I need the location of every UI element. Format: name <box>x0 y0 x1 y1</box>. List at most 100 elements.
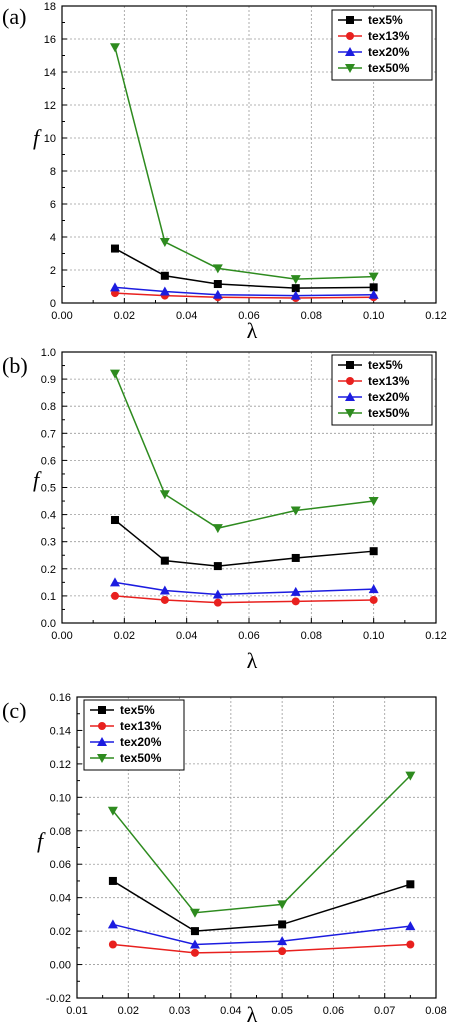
x-tick-label: 0.06 <box>238 630 259 642</box>
legend-label-tex5pct: tex5% <box>368 358 403 372</box>
series-line-tex5pct <box>114 519 374 567</box>
data-point-tex13pct <box>213 598 222 607</box>
legend-marker-tex50pct <box>345 64 355 73</box>
data-point-tex20pct <box>109 577 120 587</box>
y-tick-label: 0.2 <box>41 564 56 576</box>
y-tick-label: 0.12 <box>50 759 71 771</box>
y-tick-label: 0.16 <box>50 692 71 704</box>
y-tick-label: 0.0 <box>41 618 56 630</box>
x-tick-label: 0.02 <box>118 1005 139 1017</box>
y-tick-label: 0.00 <box>50 960 71 972</box>
data-point-tex5pct <box>213 562 222 571</box>
x-tick-label: 0.12 <box>425 630 446 642</box>
x-tick-label: 0.01 <box>66 1005 87 1017</box>
series-line-tex20pct <box>112 923 411 946</box>
legend-label-tex50pct: tex50% <box>120 751 162 765</box>
y-tick-label: 8 <box>50 166 56 178</box>
series-line-tex13pct <box>112 943 411 954</box>
y-tick-label: 0.10 <box>50 792 71 804</box>
series-line-tex5pct <box>112 880 411 932</box>
y-axis-label: f <box>33 125 42 150</box>
x-tick-label: 0.10 <box>363 310 384 322</box>
data-point-tex20pct <box>290 290 301 300</box>
data-point-tex50pct <box>405 771 416 781</box>
data-point-tex20pct <box>159 585 170 595</box>
y-tick-label: 0.04 <box>50 893 71 905</box>
legend-label-tex5pct: tex5% <box>368 13 403 27</box>
data-point-tex5pct <box>160 556 169 565</box>
x-axis-label: λ <box>247 648 258 673</box>
y-tick-label: -0.02 <box>46 993 71 1005</box>
legend-marker-tex50pct <box>97 754 107 763</box>
legend-marker-tex20pct <box>345 47 355 56</box>
data-point-tex5pct <box>369 283 378 292</box>
data-point-tex50pct <box>290 275 301 285</box>
data-point-tex20pct <box>368 289 379 299</box>
chart-panel-3: 0.01 0.02 0.03 0.04 0.05 0.06 0.07 0.08 -0.02 0.0… <box>2 692 447 1024</box>
data-point-tex50pct <box>368 497 379 507</box>
x-tick-label: 0.08 <box>301 630 322 642</box>
legend-label-tex20pct: tex20% <box>120 735 162 749</box>
y-axis-label: f <box>33 467 42 492</box>
y-tick-label: 0.4 <box>41 510 56 522</box>
y-tick-label: 0.8 <box>41 401 56 413</box>
x-tick-label: 0.00 <box>51 630 72 642</box>
y-tick-label: 0.5 <box>41 483 56 495</box>
x-axis-label: λ <box>247 318 258 343</box>
x-tick-label: 0.04 <box>176 630 197 642</box>
data-point-tex5pct <box>278 920 287 929</box>
data-point-tex13pct <box>369 595 378 604</box>
data-point-tex13pct <box>190 948 199 957</box>
data-point-tex5pct <box>190 927 199 936</box>
x-tick-label: 0.06 <box>238 310 259 322</box>
x-tick-label: 0.12 <box>425 310 446 322</box>
data-point-tex50pct <box>159 490 170 500</box>
y-tick-label: 16 <box>44 34 56 46</box>
data-point-tex20pct <box>290 586 301 596</box>
data-point-tex20pct <box>109 282 120 292</box>
series-line-tex20pct <box>114 581 374 596</box>
data-point-tex50pct <box>107 806 118 816</box>
y-tick-label: 10 <box>44 133 56 145</box>
data-point-tex50pct <box>109 43 120 53</box>
data-point-tex20pct <box>212 289 223 299</box>
data-point-tex5pct <box>108 876 117 885</box>
data-point-tex50pct <box>109 369 120 379</box>
legend-label-tex5pct: tex5% <box>120 703 155 717</box>
legend-marker-tex13pct <box>98 722 106 730</box>
legend-marker-tex20pct <box>97 737 107 746</box>
data-point-tex5pct <box>110 516 119 525</box>
data-point-tex50pct <box>159 237 170 247</box>
data-point-tex20pct <box>405 921 416 931</box>
x-tick-label: 0.04 <box>220 1005 241 1017</box>
data-point-tex50pct <box>290 506 301 516</box>
legend: tex5% tex13% tex20% tex50% <box>331 9 433 81</box>
data-point-tex5pct <box>160 271 169 280</box>
data-point-tex20pct <box>212 589 223 599</box>
y-tick-label: 4 <box>50 232 56 244</box>
x-tick-label: 0.08 <box>425 1005 446 1017</box>
data-point-tex50pct <box>277 900 288 910</box>
data-point-tex5pct <box>406 880 415 889</box>
series-line-tex5pct <box>114 247 374 289</box>
x-tick-label: 0.06 <box>323 1005 344 1017</box>
legend-label-tex50pct: tex50% <box>368 61 410 75</box>
x-tick-label: 0.07 <box>374 1005 395 1017</box>
legend-marker-tex50pct <box>345 409 355 418</box>
y-tick-label: 14 <box>44 67 56 79</box>
legend-marker-tex5pct <box>346 16 354 24</box>
x-axis-label: λ <box>247 1002 258 1024</box>
legend-marker-tex5pct <box>98 706 106 714</box>
data-point-tex5pct <box>110 244 119 253</box>
x-tick-label: 0.03 <box>169 1005 190 1017</box>
y-tick-label: 2 <box>50 265 56 277</box>
y-tick-label: 0.02 <box>50 926 71 938</box>
y-tick-label: 0.7 <box>41 428 56 440</box>
y-tick-label: 12 <box>44 100 56 112</box>
data-point-tex13pct <box>108 940 117 949</box>
x-tick-label: 0.02 <box>114 630 135 642</box>
data-point-tex13pct <box>160 595 169 604</box>
chart-panel-1: 0.00 0.02 0.04 0.06 0.08 0.10 0.12 0 2 4 6 8 10 12 14 1… <box>2 1 447 343</box>
data-point-tex50pct <box>212 524 223 534</box>
